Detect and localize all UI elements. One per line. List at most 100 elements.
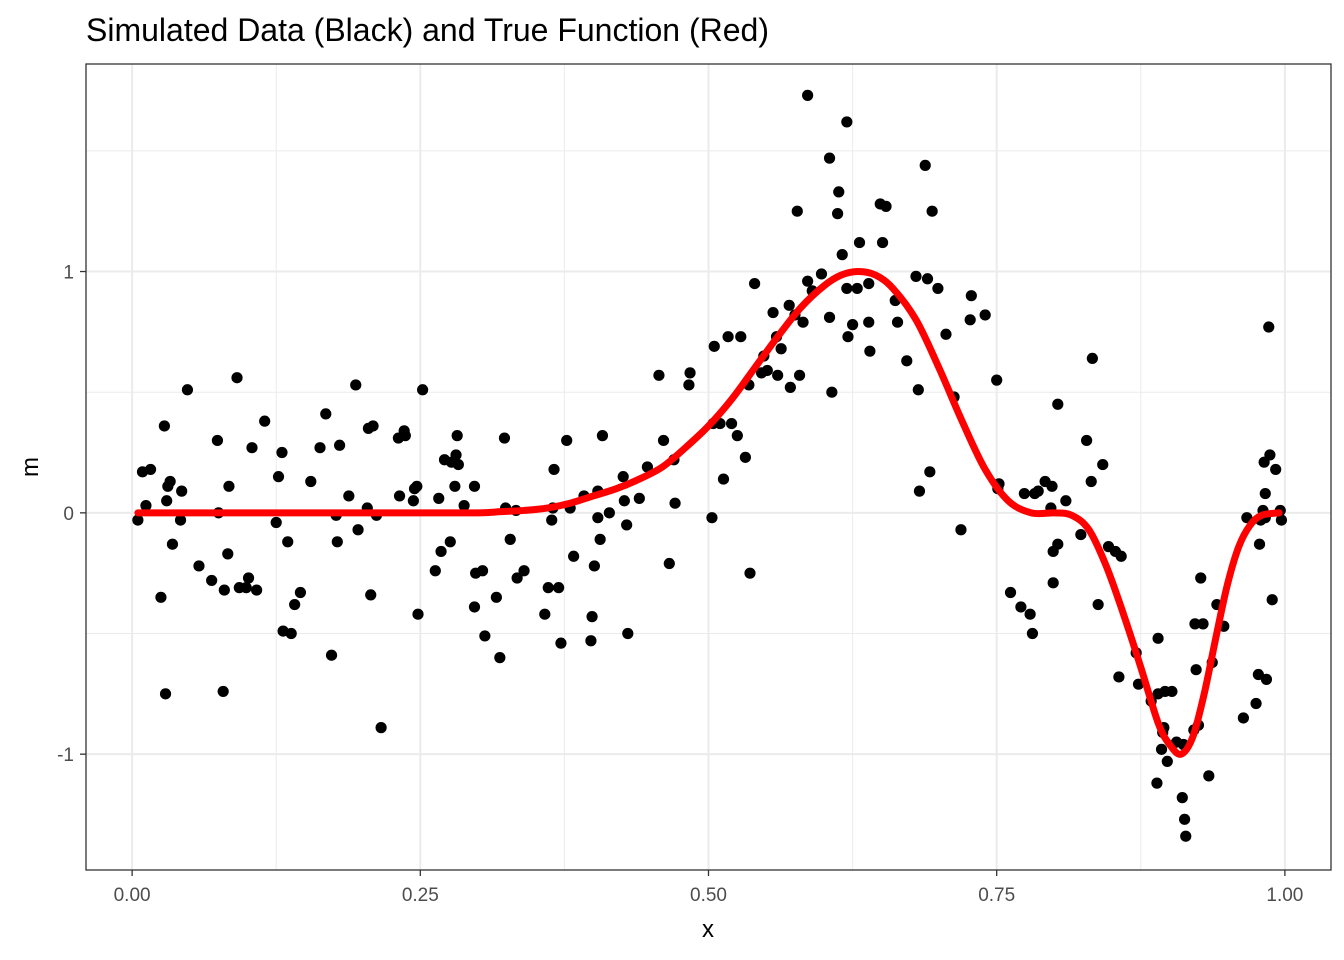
data-point — [783, 299, 795, 311]
x-axis-title: x — [702, 916, 714, 943]
data-point — [1155, 743, 1168, 755]
data-point — [350, 379, 362, 391]
data-point — [458, 500, 470, 512]
data-point — [603, 507, 615, 519]
data-point — [272, 471, 285, 483]
data-point — [979, 309, 991, 321]
data-point — [1197, 618, 1209, 630]
data-point — [842, 331, 854, 343]
data-point — [449, 480, 461, 492]
data-point — [1085, 475, 1097, 488]
data-point — [452, 458, 464, 471]
data-point — [880, 200, 892, 212]
data-point — [498, 432, 511, 444]
data-point — [863, 277, 875, 290]
x-tick-label: 1.00 — [1266, 885, 1303, 906]
data-point — [411, 480, 423, 492]
x-tick-label: 0.25 — [402, 885, 439, 906]
data-point — [901, 355, 913, 367]
data-point — [1086, 352, 1098, 365]
data-point — [479, 630, 491, 642]
data-point — [542, 582, 554, 594]
data-point — [964, 314, 976, 326]
data-point — [744, 567, 756, 579]
data-point — [1047, 577, 1059, 589]
data-point — [731, 430, 743, 442]
data-point — [797, 316, 809, 328]
data-point — [561, 434, 573, 447]
data-point — [494, 652, 506, 664]
data-point — [853, 236, 866, 249]
data-point — [242, 572, 255, 584]
data-point — [476, 565, 489, 577]
data-point — [435, 545, 447, 558]
data-point — [708, 340, 720, 352]
data-point — [633, 492, 645, 504]
data-point — [739, 451, 751, 463]
data-point — [1024, 608, 1036, 620]
data-point — [864, 345, 876, 357]
data-point — [548, 463, 560, 476]
data-point — [343, 490, 355, 502]
data-point — [174, 514, 187, 526]
data-point — [223, 480, 235, 492]
data-point — [1052, 398, 1064, 410]
data-point — [1259, 487, 1271, 500]
data-point — [412, 608, 424, 620]
data-point — [140, 500, 152, 512]
true-function-line — [134, 268, 1283, 758]
data-point — [663, 557, 675, 570]
data-point — [1115, 550, 1127, 562]
data-point — [767, 306, 779, 319]
data-point — [246, 442, 258, 454]
data-point — [144, 463, 157, 476]
y-tick-label: 1 — [63, 263, 74, 284]
data-point — [282, 536, 294, 548]
data-point — [305, 475, 317, 488]
data-point — [912, 384, 924, 396]
data-point — [450, 449, 462, 461]
data-point — [158, 420, 170, 432]
data-point — [320, 408, 332, 420]
plot-area — [132, 89, 1288, 842]
data-point — [444, 536, 456, 548]
data-point — [585, 635, 597, 647]
data-point — [193, 560, 205, 572]
data-point — [833, 186, 845, 198]
data-point — [1180, 830, 1192, 842]
data-point — [218, 584, 230, 596]
data-point — [735, 331, 747, 343]
data-point — [251, 584, 263, 596]
data-point — [823, 311, 836, 323]
data-point — [468, 480, 481, 492]
data-point — [399, 430, 411, 442]
chart-title: Simulated Data (Black) and True Function… — [86, 12, 769, 48]
data-point — [334, 439, 346, 451]
data-point — [876, 236, 889, 249]
data-point — [1266, 594, 1278, 606]
data-point — [1178, 813, 1191, 825]
y-axis-title: m — [17, 457, 44, 477]
data-point — [1195, 572, 1207, 584]
data-point — [468, 601, 481, 613]
data-point — [863, 316, 875, 328]
data-point — [325, 649, 338, 661]
data-point — [546, 514, 558, 526]
data-point — [555, 637, 567, 649]
data-point — [1152, 632, 1164, 644]
data-point — [594, 533, 606, 545]
y-axis-ticks: -1 0 1 — [57, 263, 86, 766]
data-point — [653, 369, 665, 381]
data-point — [684, 367, 696, 379]
data-point — [919, 159, 931, 171]
data-point — [553, 582, 565, 594]
data-point — [417, 384, 429, 396]
data-point — [365, 589, 377, 601]
data-point — [836, 249, 848, 261]
data-point — [270, 516, 282, 529]
data-point — [913, 485, 926, 497]
data-point — [761, 364, 773, 377]
data-point — [1263, 321, 1275, 333]
data-point — [1032, 485, 1044, 497]
